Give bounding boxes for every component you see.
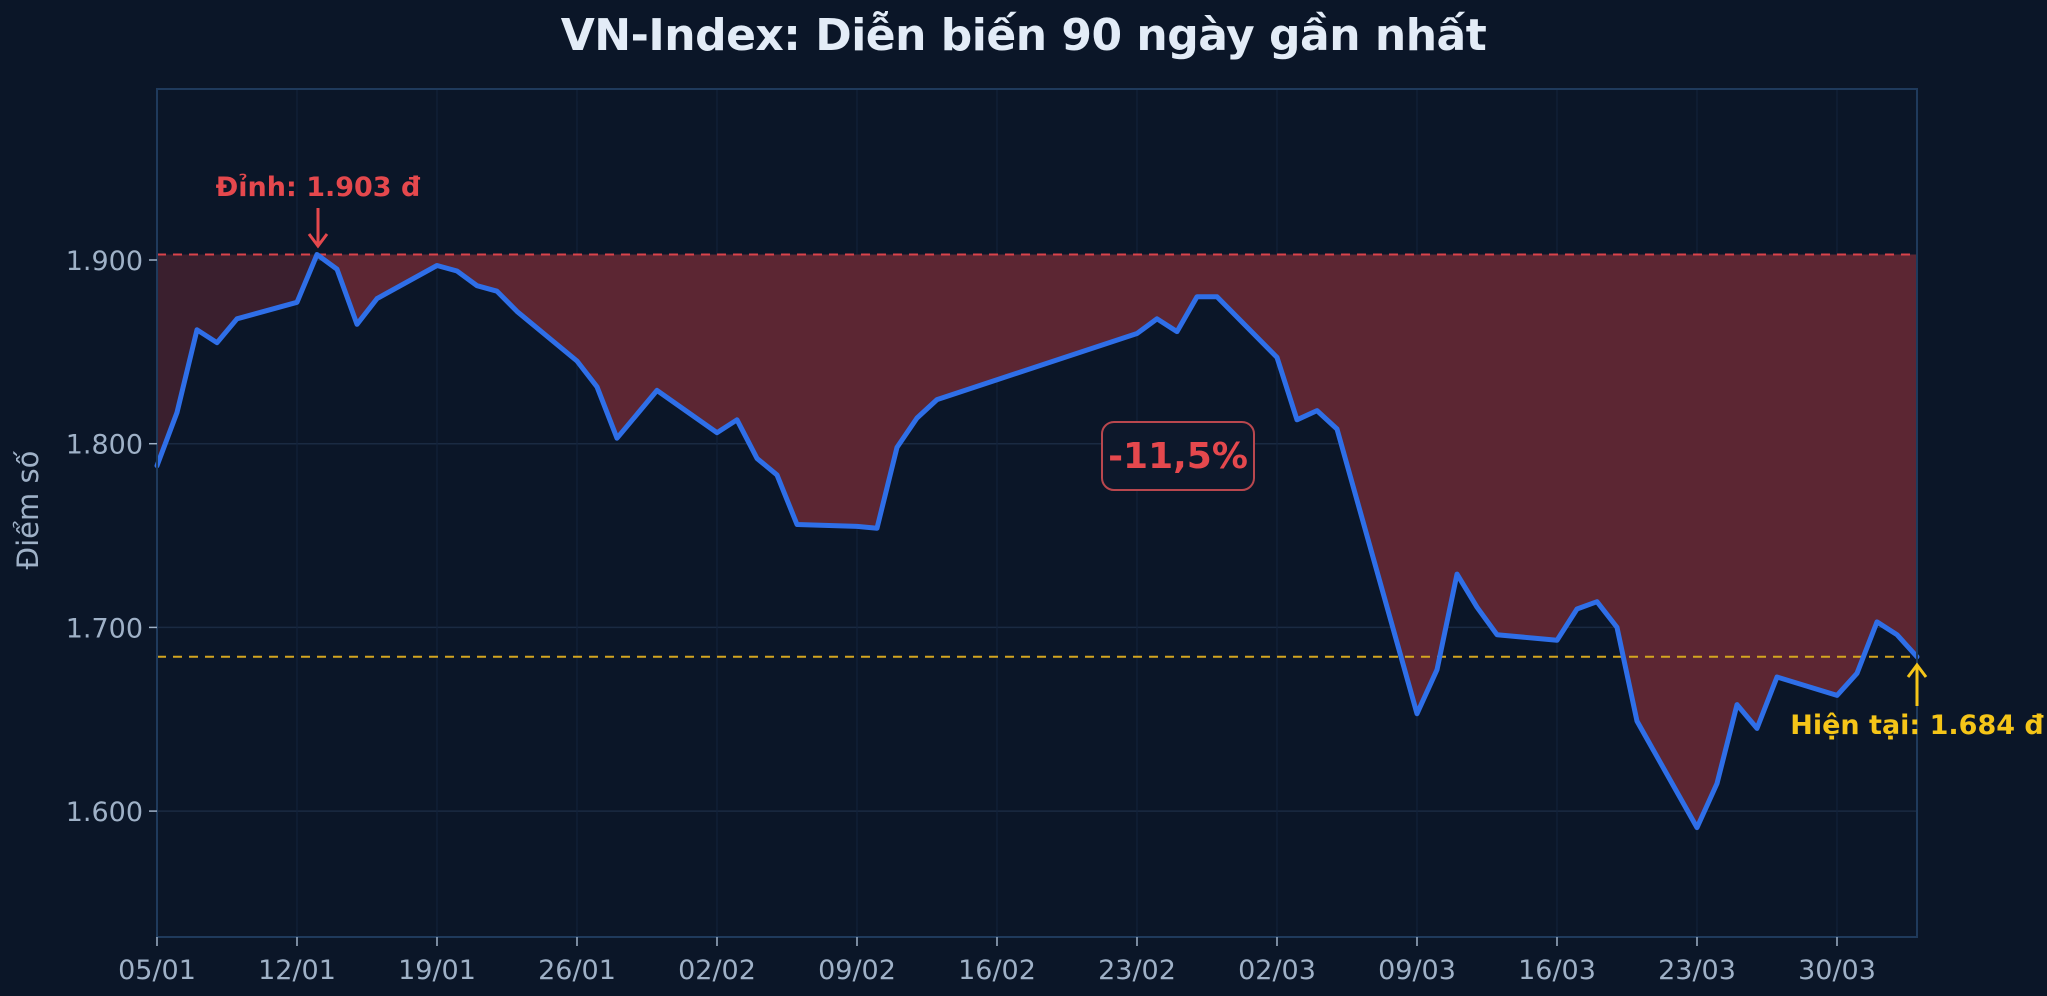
y-tick-label: 1.800 <box>66 430 143 461</box>
x-axis: 05/01 12/01 19/01 26/01 02/02 09/02 16/02 23/02… <box>118 937 1876 986</box>
x-tick-label: 30/03 <box>1798 955 1876 986</box>
x-tick-label: 16/03 <box>1518 955 1596 986</box>
arrow-down-icon <box>307 208 329 249</box>
x-tick-label: 23/02 <box>1098 955 1176 986</box>
vn-index-line <box>154 252 1920 831</box>
y-tick-label: 1.900 <box>66 246 143 277</box>
x-tick-label: 09/02 <box>818 955 896 986</box>
peak-annotation: Đỉnh: 1.903 đ <box>216 172 421 249</box>
x-tick-label: 23/03 <box>1658 955 1736 986</box>
y-tick-label: 1.700 <box>66 613 143 644</box>
drawdown-badge: -11,5% <box>1101 421 1255 491</box>
x-tick-label: 19/01 <box>398 955 476 986</box>
current-label: Hiện tại: 1.684 đ <box>1790 710 2044 741</box>
x-tick-label: 02/02 <box>678 955 756 986</box>
plot-border <box>156 88 1918 938</box>
x-tick-label: 09/03 <box>1378 955 1456 986</box>
x-tick-label: 02/03 <box>1238 955 1316 986</box>
peak-label: Đỉnh: 1.903 đ <box>216 172 421 203</box>
x-tick-label: 12/01 <box>258 955 336 986</box>
y-tick-label: 1.600 <box>66 797 143 828</box>
drawdown-label: -11,5% <box>1108 436 1248 477</box>
x-tick-label: 26/01 <box>538 955 616 986</box>
drawdown-area <box>317 254 1917 828</box>
x-tick-label: 05/01 <box>118 955 196 986</box>
y-axis: 1.600 1.700 1.800 1.900 <box>66 246 157 828</box>
y-axis-label: Điểm số <box>11 450 45 569</box>
current-annotation: Hiện tại: 1.684 đ <box>1790 662 2044 741</box>
x-tick-label: 16/02 <box>958 955 1036 986</box>
chart-title: VN-Index: Diễn biến 90 ngày gần nhất <box>560 10 1487 61</box>
arrow-up-icon <box>1906 662 1928 706</box>
